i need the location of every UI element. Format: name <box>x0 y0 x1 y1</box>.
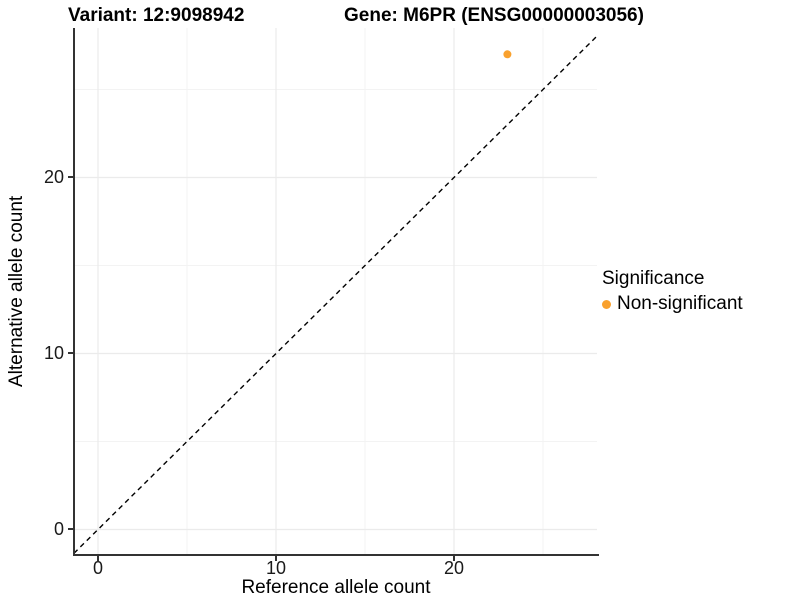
y-tick-label-10: 10 <box>43 343 64 363</box>
legend-item-non-significant: Non-significant <box>602 293 743 315</box>
legend-title: Significance <box>602 268 705 289</box>
x-tick-label-0: 0 <box>92 558 103 578</box>
x-axis-title: Reference allele count <box>241 577 431 598</box>
x-tick-label-10: 10 <box>265 558 287 578</box>
legend-point-icon <box>602 299 611 309</box>
x-axis-line <box>73 554 599 556</box>
y-tick-20 <box>68 176 73 178</box>
scatter-plot-canvas <box>75 28 597 554</box>
y-tick-label-0: 0 <box>53 519 64 539</box>
data-point <box>503 50 512 59</box>
legend-item-label: Non-significant <box>617 293 743 314</box>
plot-title-variant: Variant: 12:9098942 <box>68 5 245 26</box>
x-tick-label-20: 20 <box>443 558 465 578</box>
x-tick-10 <box>275 556 277 561</box>
x-tick-20 <box>453 556 455 561</box>
y-tick-label-20: 20 <box>43 167 64 187</box>
legend: Significance Non-significant <box>602 268 743 315</box>
x-tick-0 <box>97 556 99 561</box>
y-tick-10 <box>68 352 73 354</box>
plot-title-gene: Gene: M6PR (ENSG00000003056) <box>344 5 644 26</box>
y-tick-0 <box>68 528 73 530</box>
plot-panel <box>75 28 597 554</box>
y-axis-line <box>73 28 75 556</box>
